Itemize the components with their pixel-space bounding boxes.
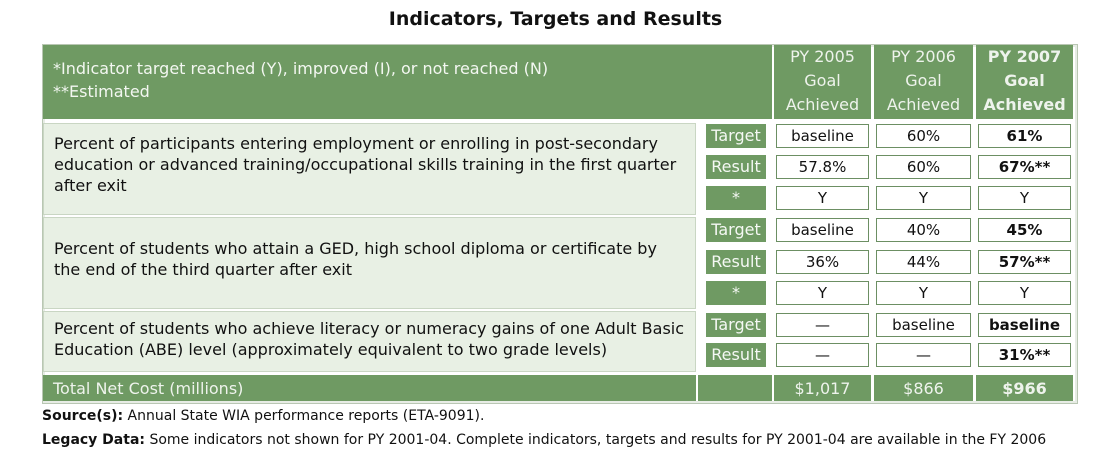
row-label-status: * xyxy=(706,281,766,305)
row-label-target: Target xyxy=(706,218,766,242)
value-cell: 31%** xyxy=(978,343,1071,367)
value-cell: 36% xyxy=(776,250,869,274)
value-cell: 45% xyxy=(978,218,1071,242)
legacy-note: Legacy Data: Some indicators not shown f… xyxy=(42,431,1046,449)
header-notes: *Indicator target reached (Y), improved … xyxy=(43,45,696,119)
column-year: PY 2005 xyxy=(790,47,855,66)
value-cell: Y xyxy=(876,281,971,305)
indicator-description: Percent of participants entering employm… xyxy=(43,123,696,215)
row-label-result: Result xyxy=(706,155,766,179)
column-achieved: Achieved xyxy=(886,95,961,114)
column-achieved: Achieved xyxy=(785,95,860,114)
column-achieved: Achieved xyxy=(983,95,1066,114)
value-cell: baseline xyxy=(978,313,1071,337)
row-label-result: Result xyxy=(706,343,766,367)
note-indicator-key: *Indicator target reached (Y), improved … xyxy=(53,59,549,78)
value-cell: 67%** xyxy=(978,155,1071,179)
value-cell: baseline xyxy=(776,218,869,242)
total-label-spacer xyxy=(698,375,772,401)
total-label: Total Net Cost (millions) xyxy=(43,375,696,401)
value-cell: Y xyxy=(776,186,869,210)
total-value: $866 xyxy=(874,375,973,401)
column-header-py2007: PY 2007 Goal Achieved xyxy=(976,45,1073,119)
value-cell: 61% xyxy=(978,124,1071,148)
value-cell: 60% xyxy=(876,155,971,179)
value-cell: 60% xyxy=(876,124,971,148)
source-note: Source(s): Annual State WIA performance … xyxy=(42,407,484,425)
legacy-text: Some indicators not shown for PY 2001-04… xyxy=(145,432,1047,448)
header-label-spacer xyxy=(696,45,772,119)
row-label-status: * xyxy=(706,186,766,210)
value-cell: 57%** xyxy=(978,250,1071,274)
value-cell: — xyxy=(876,343,971,367)
value-cell: baseline xyxy=(876,313,971,337)
column-year: PY 2006 xyxy=(891,47,956,66)
source-text: Annual State WIA performance reports (ET… xyxy=(123,408,485,424)
value-cell: Y xyxy=(876,186,971,210)
value-cell: Y xyxy=(776,281,869,305)
total-value: $966 xyxy=(976,375,1073,401)
column-header-py2006: PY 2006 Goal Achieved xyxy=(874,45,973,119)
total-value: $1,017 xyxy=(774,375,871,401)
column-goal: Goal xyxy=(804,71,841,90)
column-year: PY 2007 xyxy=(987,47,1062,66)
column-goal: Goal xyxy=(905,71,942,90)
value-cell: — xyxy=(776,313,869,337)
indicators-table: *Indicator target reached (Y), improved … xyxy=(42,44,1078,404)
value-cell: Y xyxy=(978,186,1071,210)
page-title: Indicators, Targets and Results xyxy=(388,8,723,30)
value-cell: 57.8% xyxy=(776,155,869,179)
indicator-description: Percent of students who achieve literacy… xyxy=(43,311,696,372)
row-label-target: Target xyxy=(706,124,766,148)
legacy-label: Legacy Data: xyxy=(42,432,145,448)
value-cell: 40% xyxy=(876,218,971,242)
column-header-py2005: PY 2005 Goal Achieved xyxy=(774,45,871,119)
note-estimated: **Estimated xyxy=(53,82,150,101)
value-cell: Y xyxy=(978,281,1071,305)
indicator-description: Percent of students who attain a GED, hi… xyxy=(43,217,696,309)
value-cell: baseline xyxy=(776,124,869,148)
value-cell: 44% xyxy=(876,250,971,274)
row-label-result: Result xyxy=(706,250,766,274)
value-cell: — xyxy=(776,343,869,367)
column-goal: Goal xyxy=(1004,71,1045,90)
source-label: Source(s): xyxy=(42,408,124,424)
row-label-target: Target xyxy=(706,313,766,337)
